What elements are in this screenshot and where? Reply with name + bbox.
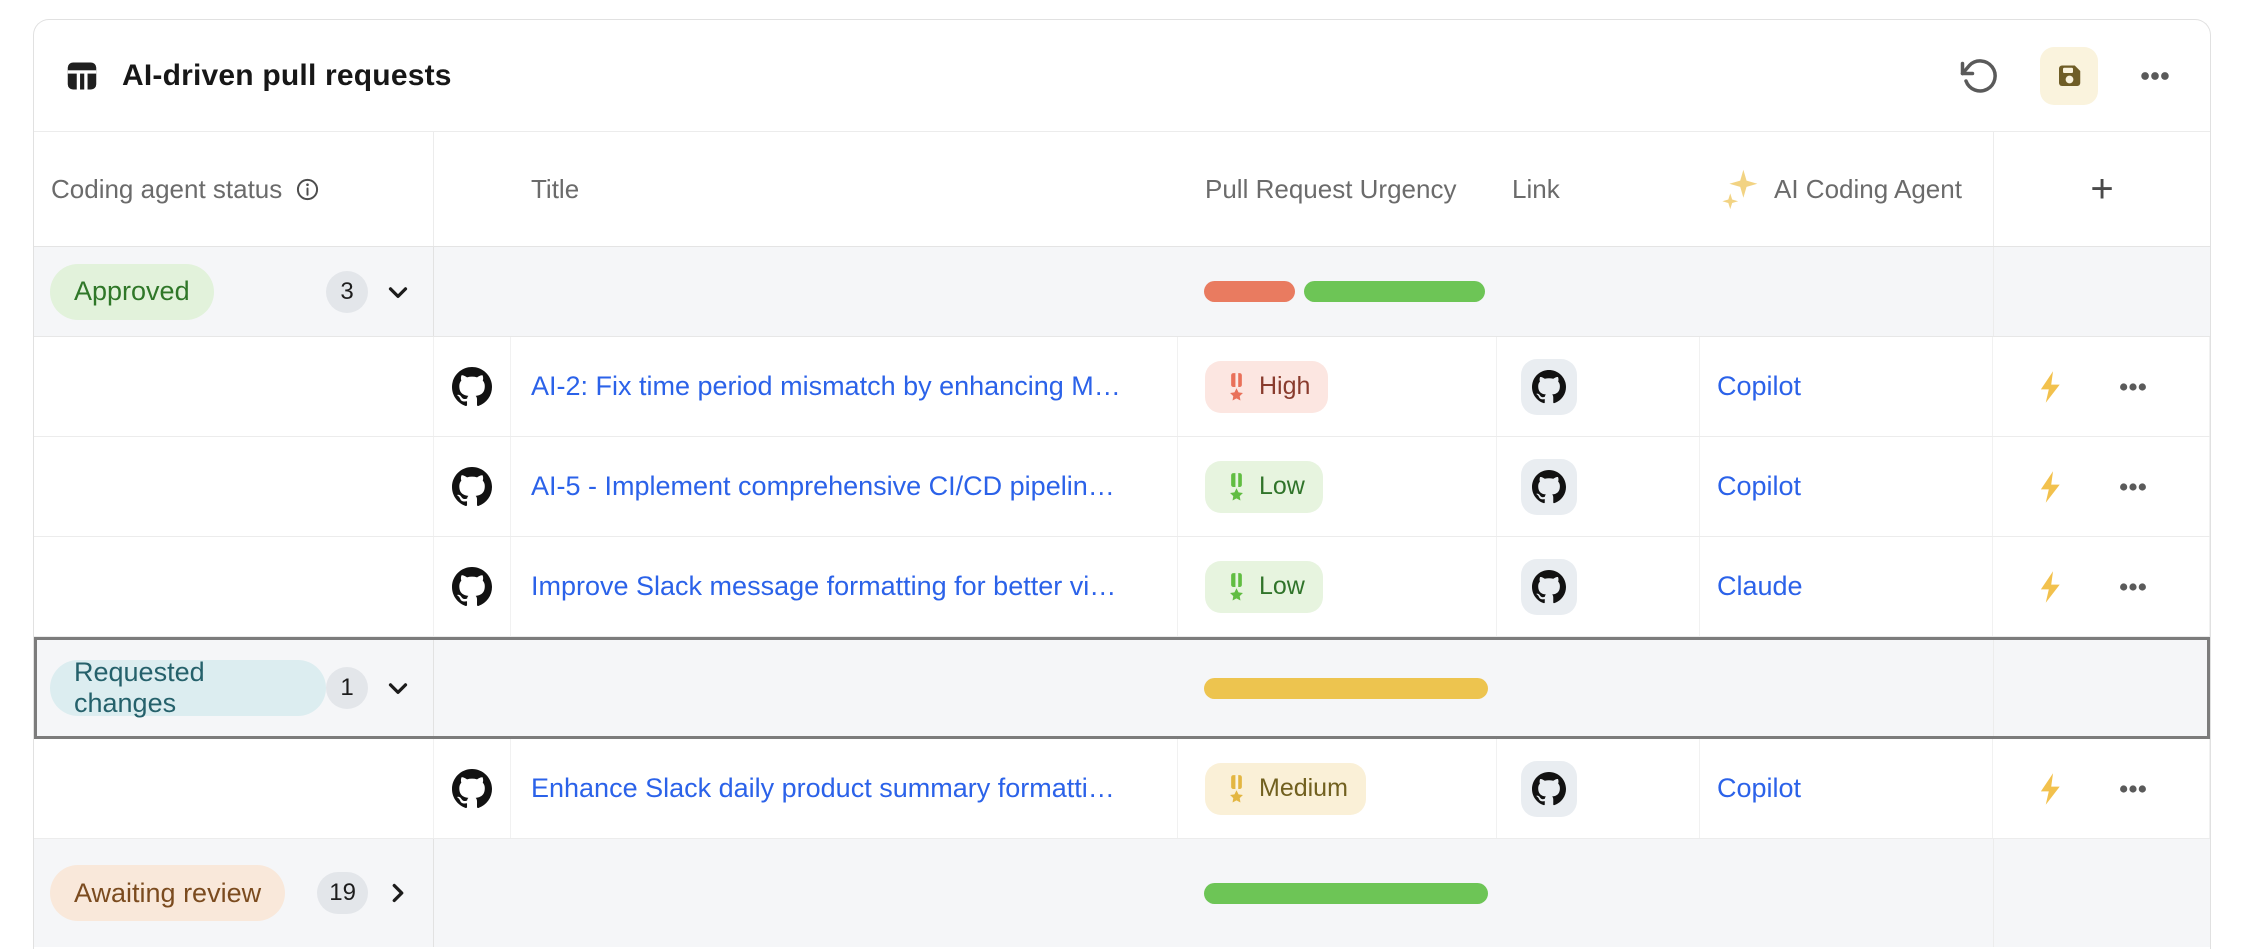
chevron-down-icon[interactable] (383, 277, 413, 307)
group-count-badge: 1 (326, 667, 368, 709)
urgency-summary-bar (1204, 677, 1488, 699)
table-icon (64, 58, 100, 94)
medal-icon (1230, 572, 1243, 600)
undo-button[interactable] (1960, 56, 2000, 96)
group-count-badge: 3 (326, 270, 368, 313)
column-header-title[interactable]: Title (531, 173, 580, 204)
status-badge[interactable]: Approved (50, 263, 214, 320)
agent-link[interactable]: Copilot (1717, 471, 1802, 501)
medal-icon (1230, 372, 1243, 400)
urgency-summary (434, 247, 1993, 336)
chevron-right-icon[interactable] (383, 878, 413, 908)
table-row[interactable]: Improve Slack message formatting for bet… (34, 537, 2210, 637)
column-header-row: Coding agent status Title Pull Request U… (34, 132, 2210, 247)
row-menu-icon[interactable] (2117, 773, 2149, 805)
pr-title-link[interactable]: AI-5 - Implement comprehensive CI/CD pip… (531, 471, 1115, 501)
pr-title-link[interactable]: Improve Slack message formatting for bet… (531, 571, 1117, 601)
github-icon (1532, 569, 1566, 603)
github-icon (1532, 469, 1566, 503)
page-title: AI-driven pull requests (122, 58, 452, 92)
urgency-badge[interactable]: Low (1205, 460, 1323, 513)
urgency-summary-bar (1304, 281, 1485, 302)
group-status-cell[interactable]: Requested changes 1 (34, 640, 434, 736)
chevron-down-icon[interactable] (383, 673, 413, 703)
urgency-summary-bar (1204, 882, 1488, 904)
row-menu-icon[interactable] (2117, 571, 2149, 603)
table-card: AI-driven pull requests Coding agent sta… (33, 19, 2211, 949)
urgency-summary (434, 839, 1993, 947)
pr-title-link[interactable]: Enhance Slack daily product summary form… (531, 773, 1115, 803)
urgency-badge[interactable]: High (1205, 360, 1329, 413)
add-column-button[interactable]: + (1993, 132, 2210, 246)
column-header-urgency[interactable]: Pull Request Urgency (1205, 173, 1457, 204)
group-status-cell[interactable]: Approved 3 (34, 247, 434, 336)
table-header-bar: AI-driven pull requests (34, 20, 2210, 132)
group-row-requested-changes[interactable]: Requested changes 1 (34, 637, 2210, 739)
urgency-summary (434, 640, 1993, 736)
github-link-chip[interactable] (1521, 558, 1577, 615)
row-menu-icon[interactable] (2117, 471, 2149, 503)
info-icon (297, 178, 319, 200)
agent-link[interactable]: Copilot (1717, 773, 1802, 803)
lightning-icon[interactable] (2035, 470, 2065, 504)
github-icon (1532, 369, 1566, 403)
more-options-button[interactable] (2138, 59, 2172, 93)
group-status-cell[interactable]: Awaiting review 19 (34, 839, 434, 947)
save-button[interactable] (2040, 46, 2098, 105)
table-row[interactable]: AI-2: Fix time period mismatch by enhanc… (34, 337, 2210, 437)
urgency-summary-bar (1204, 281, 1295, 302)
lightning-icon[interactable] (2035, 370, 2065, 404)
pr-title-link[interactable]: AI-2: Fix time period mismatch by enhanc… (531, 371, 1121, 401)
agent-link[interactable]: Copilot (1717, 371, 1802, 401)
column-header-link[interactable]: Link (1512, 173, 1560, 204)
group-row-approved[interactable]: Approved 3 (34, 247, 2210, 337)
github-link-chip[interactable] (1521, 458, 1577, 515)
table-row[interactable]: AI-5 - Implement comprehensive CI/CD pip… (34, 437, 2210, 537)
sparkle-icon (1722, 169, 1758, 210)
table-row[interactable]: Enhance Slack daily product summary form… (34, 739, 2210, 839)
urgency-badge[interactable]: Low (1205, 560, 1323, 613)
github-icon (452, 366, 492, 406)
group-row-awaiting-review[interactable]: Awaiting review 19 (34, 839, 2210, 947)
column-header-status[interactable]: Coding agent status (34, 132, 434, 246)
lightning-icon[interactable] (2035, 570, 2065, 604)
medal-icon (1230, 472, 1243, 500)
github-link-chip[interactable] (1521, 358, 1577, 415)
urgency-badge[interactable]: Medium (1205, 762, 1366, 815)
github-icon (452, 466, 492, 506)
status-badge[interactable]: Awaiting review (50, 865, 286, 921)
github-icon (452, 566, 492, 606)
lightning-icon[interactable] (2035, 772, 2065, 806)
github-icon (452, 768, 492, 808)
status-badge[interactable]: Requested changes (50, 657, 326, 718)
row-menu-icon[interactable] (2117, 371, 2149, 403)
github-link-chip[interactable] (1521, 760, 1577, 817)
group-count-badge: 19 (317, 872, 368, 914)
column-header-agent[interactable]: AI Coding Agent (1700, 132, 1993, 246)
agent-link[interactable]: Claude (1717, 571, 1803, 601)
github-icon (1532, 771, 1566, 805)
medal-icon (1230, 774, 1243, 802)
